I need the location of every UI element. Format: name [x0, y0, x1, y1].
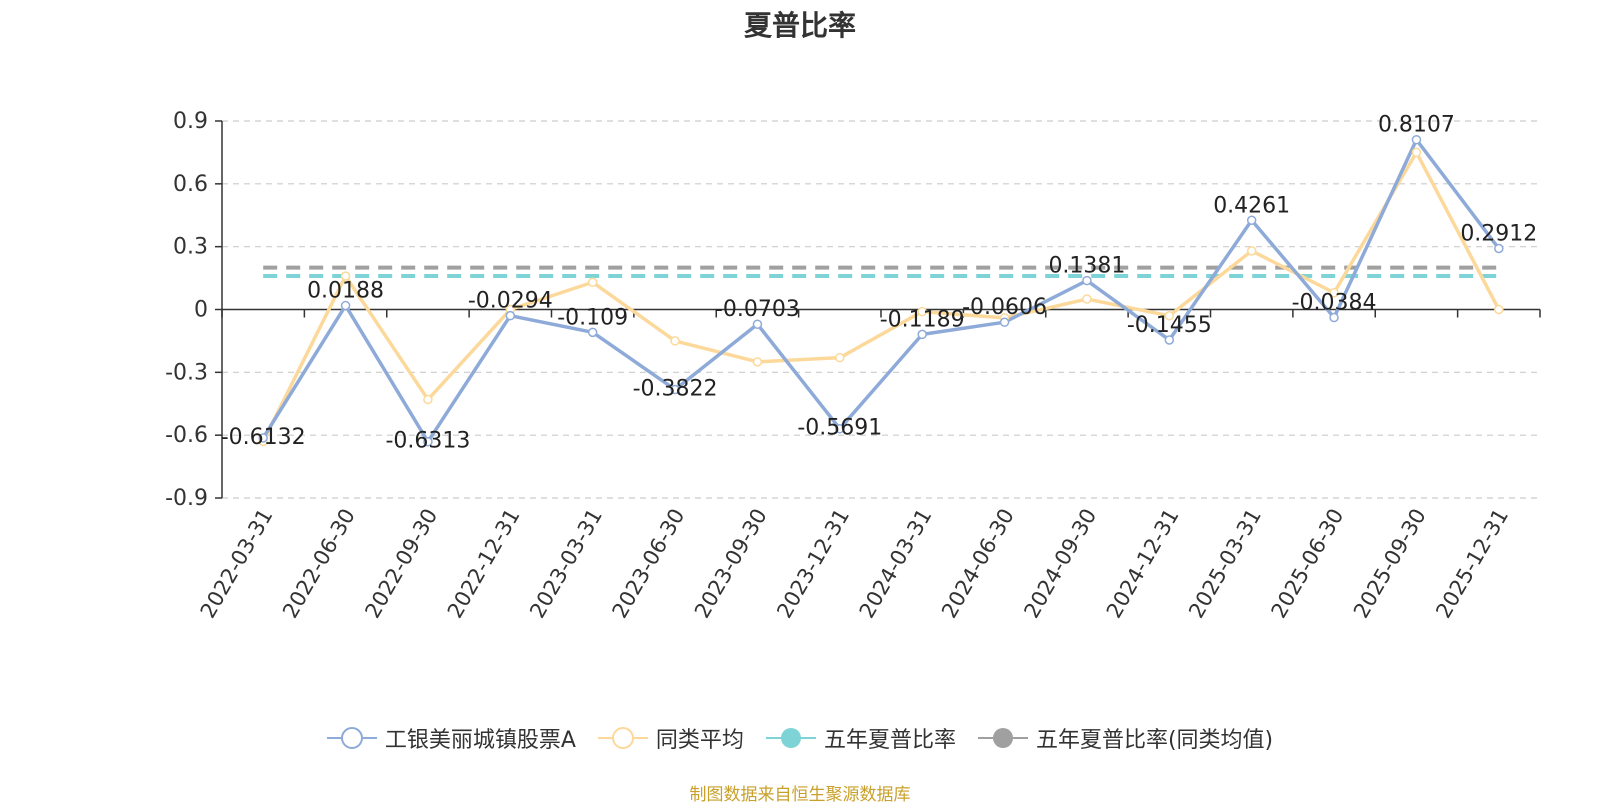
data-label: 0.8107	[1378, 113, 1455, 138]
data-point[interactable]	[505, 310, 516, 321]
data-point[interactable]	[670, 336, 680, 346]
y-tick-label: -0.6	[165, 423, 208, 448]
x-tick-label: 2022-09-30	[360, 505, 442, 623]
data-point[interactable]	[1082, 294, 1092, 304]
source-note: 制图数据来自恒生聚源数据库	[689, 785, 911, 805]
legend-label-peer-average: 同类平均	[655, 728, 744, 753]
data-label: -0.6132	[221, 425, 306, 450]
x-tick-label: 2022-03-31	[196, 505, 278, 623]
data-label: -0.5691	[797, 416, 882, 441]
data-point[interactable]	[1411, 134, 1422, 145]
x-tick-label: 2023-12-31	[772, 505, 854, 623]
data-point[interactable]	[423, 394, 433, 405]
x-tick-label: 2023-06-30	[608, 505, 690, 623]
data-point[interactable]	[917, 306, 927, 317]
data-point[interactable]	[1329, 312, 1339, 323]
data-point[interactable]	[752, 319, 763, 329]
data-point[interactable]	[999, 317, 1010, 327]
legend-item-fund[interactable]: 工银美丽城镇股票A	[326, 722, 576, 754]
legend-label-five-year-sharpe: 五年夏普比率	[823, 728, 956, 753]
data-point[interactable]	[1164, 311, 1175, 321]
x-tick-label: 2025-09-30	[1349, 505, 1431, 623]
data-point[interactable]	[423, 436, 433, 447]
x-tick-label: 2024-12-31	[1102, 505, 1184, 623]
legend-item-five-year-sharpe-peer[interactable]: 五年夏普比率(同类均值)	[977, 722, 1274, 754]
data-point[interactable]	[1164, 335, 1175, 345]
data-label: -0.0703	[715, 297, 800, 322]
legend-item-peer-average[interactable]: 同类平均	[597, 722, 744, 754]
legend-swatch-five-year-sharpe	[765, 728, 816, 748]
data-label: -0.109	[557, 305, 628, 330]
data-point[interactable]	[670, 384, 680, 395]
data-point[interactable]	[752, 357, 763, 367]
data-point[interactable]	[258, 433, 268, 443]
data-label: -0.6313	[385, 429, 470, 454]
data-label: -0.0384	[1292, 291, 1377, 316]
reference-lines	[263, 265, 1499, 278]
data-point[interactable]	[340, 271, 351, 281]
x-tick-label: 2022-06-30	[278, 505, 360, 623]
legend-item-five-year-sharpe[interactable]: 五年夏普比率	[765, 722, 956, 754]
data-point[interactable]	[1494, 304, 1504, 315]
y-tick-label: 0	[194, 298, 208, 323]
data-point[interactable]	[1329, 287, 1339, 298]
data-point[interactable]	[1411, 147, 1422, 158]
data-point[interactable]	[1246, 246, 1257, 256]
series-line	[261, 150, 1501, 443]
legend-swatch-peer-average	[597, 727, 648, 749]
y-tick-label: 0.6	[173, 172, 208, 197]
series-layer	[258, 134, 1504, 447]
x-tick-label: 2024-06-30	[937, 505, 1019, 623]
series-line	[261, 137, 1501, 444]
x-tick-label: 2023-09-30	[690, 505, 772, 623]
y-tick-label: 0.3	[173, 235, 208, 260]
legend: 工银美丽城镇股票A 同类平均 五年夏普比率 五年夏普比率(同类均值)	[0, 722, 1600, 754]
x-tick-label: 2022-12-31	[443, 505, 525, 623]
data-label: -0.0606	[962, 295, 1047, 320]
x-tick-label: 2024-09-30	[1019, 505, 1101, 623]
data-label: 0.2912	[1460, 222, 1537, 247]
data-point[interactable]	[1494, 243, 1504, 254]
x-tick-label: 2025-06-30	[1267, 505, 1349, 623]
data-point[interactable]	[587, 327, 598, 338]
x-tick-label: 2024-03-31	[855, 505, 937, 623]
data-labels: -0.6132 0.0188 -0.6313 -0.0294-0.109 -0.3822…	[221, 113, 1538, 454]
legend-swatch-fund	[326, 727, 377, 749]
data-point[interactable]	[835, 423, 845, 434]
legend-label-five-year-sharpe-peer: 五年夏普比率(同类均值)	[1035, 728, 1274, 753]
data-label: 0.0188	[307, 279, 384, 304]
data-point[interactable]	[1246, 215, 1257, 226]
data-label: -0.1189	[880, 307, 965, 332]
x-tick-label: 2023-03-31	[525, 505, 607, 623]
y-tick-label: -0.9	[165, 486, 208, 511]
y-tick-label: -0.3	[165, 360, 208, 385]
legend-swatch-five-year-sharpe-peer	[977, 728, 1028, 748]
chart-title: 夏普比率	[743, 9, 856, 42]
data-point[interactable]	[1082, 275, 1092, 286]
data-point[interactable]	[835, 352, 845, 363]
data-label: -0.3822	[633, 377, 718, 402]
x-tick-label: 2025-12-31	[1431, 505, 1513, 623]
data-label: -0.0294	[468, 289, 553, 314]
legend-label-fund: 工银美丽城镇股票A	[384, 728, 576, 753]
data-point[interactable]	[917, 329, 927, 340]
data-point[interactable]	[587, 277, 598, 288]
data-point[interactable]	[340, 300, 351, 311]
y-tick-label: 0.9	[173, 109, 208, 134]
x-tick-label: 2025-03-31	[1184, 505, 1266, 623]
data-label: 0.4261	[1213, 193, 1290, 218]
data-label: 0.1381	[1048, 254, 1125, 279]
data-label: -0.1455	[1127, 313, 1212, 338]
